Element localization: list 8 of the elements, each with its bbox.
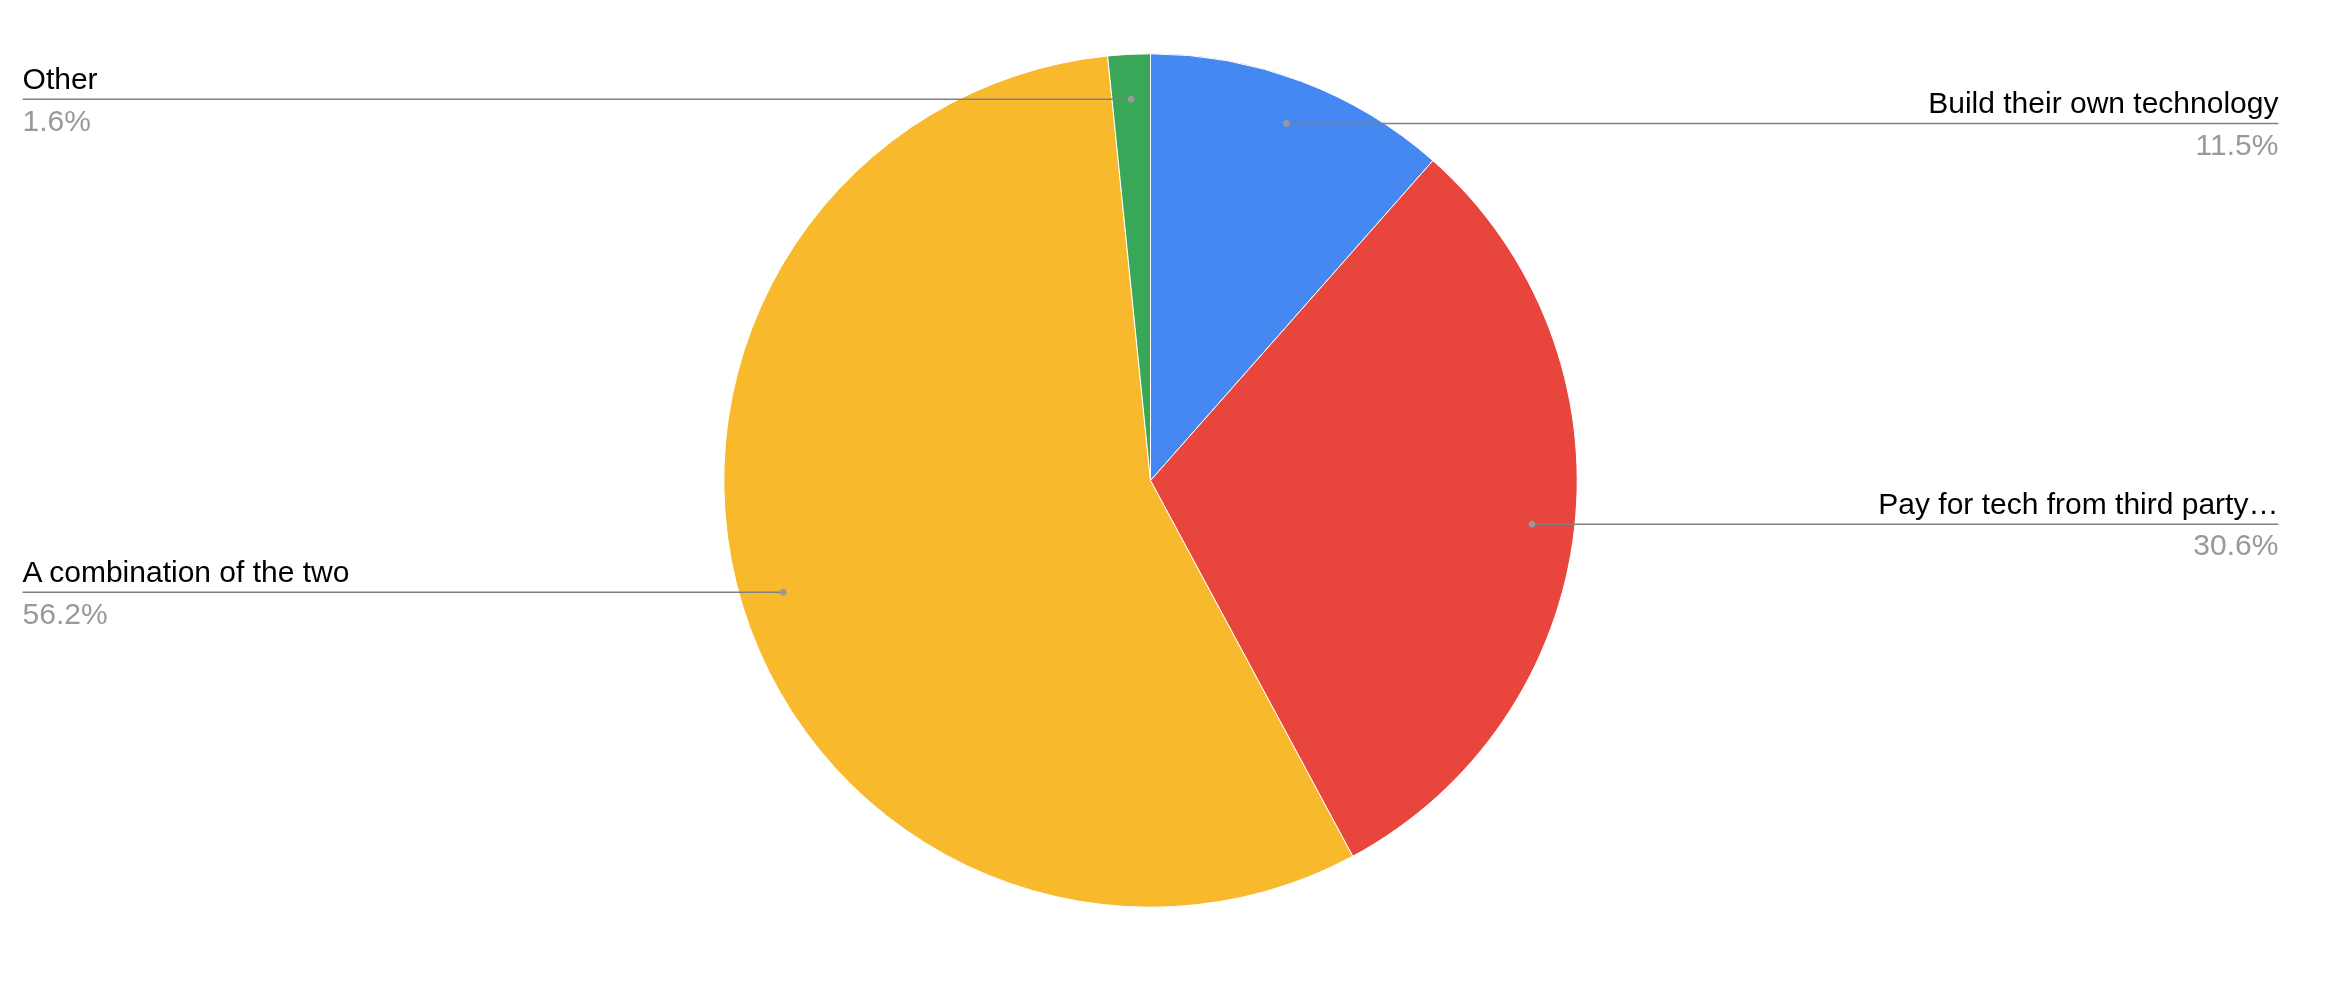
slice-label: Other	[22, 62, 98, 96]
data-label: 30.6%	[2193, 528, 2279, 562]
data-label: 56.2%	[22, 596, 108, 630]
data-label: 1.6%	[22, 103, 91, 137]
slice-label: Pay for tech from third party…	[1878, 486, 2279, 520]
data-label: 11.5%	[2195, 127, 2279, 161]
slice-label: A combination of the two	[22, 555, 350, 589]
slice-label: Build their own technology	[1928, 86, 2279, 120]
